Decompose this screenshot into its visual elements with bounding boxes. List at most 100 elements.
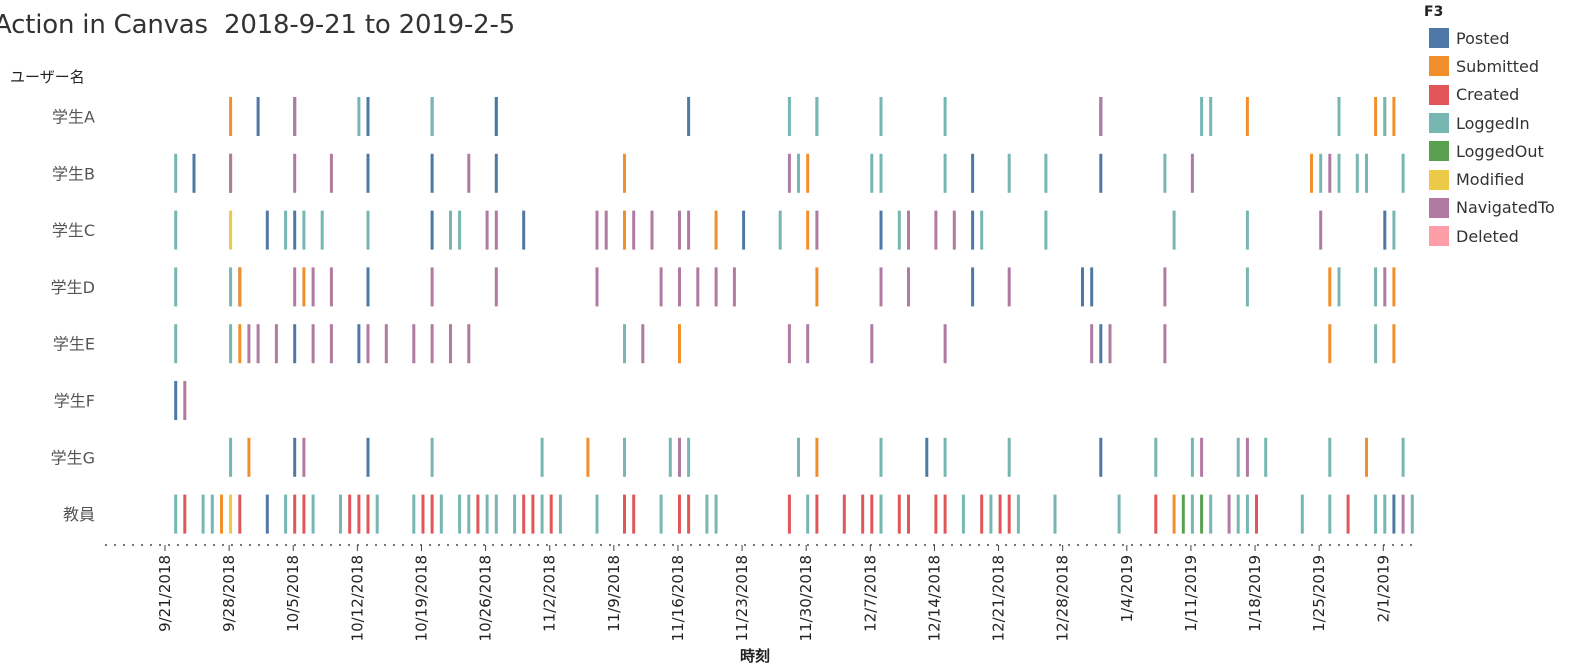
event-mark: [339, 494, 342, 534]
event-mark: [1383, 210, 1387, 250]
legend-items: Posted Submitted Created LoggedIn LoggedOut M…: [1424, 24, 1569, 250]
event-mark: [1374, 494, 1378, 534]
event-mark: [1007, 437, 1011, 477]
event-mark: [870, 324, 874, 364]
event-mark: [366, 153, 370, 193]
event-mark: [1200, 437, 1204, 477]
event-mark: [302, 437, 306, 477]
event-mark: [1245, 437, 1249, 477]
event-mark: [1355, 153, 1359, 193]
event-mark: [384, 324, 388, 364]
event-mark: [329, 324, 333, 364]
event-mark: [311, 267, 315, 307]
event-mark: [357, 324, 361, 364]
event-mark: [595, 267, 599, 307]
legend-item: LoggedIn: [1424, 109, 1569, 137]
event-mark: [265, 210, 269, 250]
event-mark: [256, 97, 260, 136]
event-mark: [1328, 153, 1332, 193]
event-mark: [558, 494, 562, 534]
legend-label: Posted: [1456, 28, 1510, 48]
event-mark: [1154, 437, 1158, 477]
event-mark: [1044, 210, 1048, 250]
event-mark: [1401, 153, 1405, 193]
event-mark: [632, 494, 636, 534]
event-mark: [238, 267, 242, 307]
event-mark: [687, 210, 691, 250]
event-mark: [375, 494, 379, 534]
event-mark: [1328, 437, 1332, 477]
legend-label: Submitted: [1456, 56, 1540, 76]
event-mark: [787, 97, 791, 136]
legend-item: Submitted: [1424, 52, 1569, 80]
event-mark: [357, 97, 361, 136]
event-mark: [1374, 267, 1378, 307]
event-mark: [815, 97, 819, 136]
event-mark: [1090, 267, 1094, 307]
event-mark: [952, 210, 956, 250]
event-mark: [1163, 153, 1167, 193]
event-mark: [522, 210, 526, 250]
event-mark: [934, 210, 938, 250]
event-mark: [174, 210, 178, 250]
x-axis-title: 時刻: [740, 647, 771, 665]
event-mark: [274, 324, 278, 364]
event-mark: [815, 267, 819, 307]
event-mark: [1007, 267, 1011, 307]
legend-label: Modified: [1456, 170, 1525, 190]
event-mark: [1209, 97, 1213, 136]
event-mark: [229, 210, 233, 250]
event-mark: [943, 153, 947, 193]
x-tick-label: 10/5/2018: [284, 555, 302, 632]
event-mark: [357, 494, 361, 534]
event-mark: [1328, 324, 1332, 364]
event-mark: [961, 494, 965, 534]
chart-title: Action in Canvas 2018-9-21 to 2019-2-5: [0, 10, 516, 40]
event-mark: [815, 210, 819, 250]
event-mark: [1337, 97, 1341, 136]
x-tick-label: 10/12/2018: [348, 555, 366, 641]
x-tick-label: 9/21/2018: [156, 555, 174, 632]
row-label: 学生A: [52, 108, 95, 127]
event-mark: [1245, 97, 1249, 136]
event-mark: [412, 494, 416, 534]
event-mark: [366, 324, 370, 364]
event-mark: [1236, 437, 1240, 477]
event-mark: [192, 153, 196, 193]
event-mark: [329, 267, 333, 307]
event-mark: [293, 494, 297, 534]
row-label: 学生E: [53, 335, 95, 354]
event-mark: [430, 324, 434, 364]
event-mark: [1392, 494, 1396, 534]
event-mark: [256, 324, 260, 364]
x-tick-label: 12/21/2018: [990, 555, 1008, 641]
event-mark: [678, 324, 681, 364]
event-mark: [925, 437, 929, 477]
event-mark: [494, 153, 498, 193]
row-label: 学生B: [52, 164, 95, 183]
event-mark: [1346, 494, 1350, 534]
event-mark: [1264, 437, 1268, 477]
event-mark: [1172, 494, 1176, 534]
event-mark: [247, 324, 251, 364]
event-mark: [1392, 267, 1396, 307]
event-mark: [678, 267, 681, 307]
legend-swatch: [1429, 56, 1449, 77]
event-mark: [302, 210, 306, 250]
event-mark: [595, 210, 599, 250]
event-mark: [293, 97, 297, 136]
event-mark: [229, 494, 233, 534]
event-mark: [714, 267, 718, 307]
event-mark: [311, 324, 315, 364]
x-tick-label: 12/28/2018: [1054, 555, 1072, 641]
event-mark: [623, 494, 626, 534]
event-mark: [1255, 494, 1258, 534]
event-mark: [284, 494, 288, 534]
event-mark: [650, 210, 654, 250]
event-mark: [659, 267, 663, 307]
event-mark: [329, 153, 333, 193]
event-mark: [1300, 494, 1304, 534]
legend-swatch: [1429, 84, 1449, 105]
legend-label: NavigatedTo: [1456, 198, 1555, 218]
